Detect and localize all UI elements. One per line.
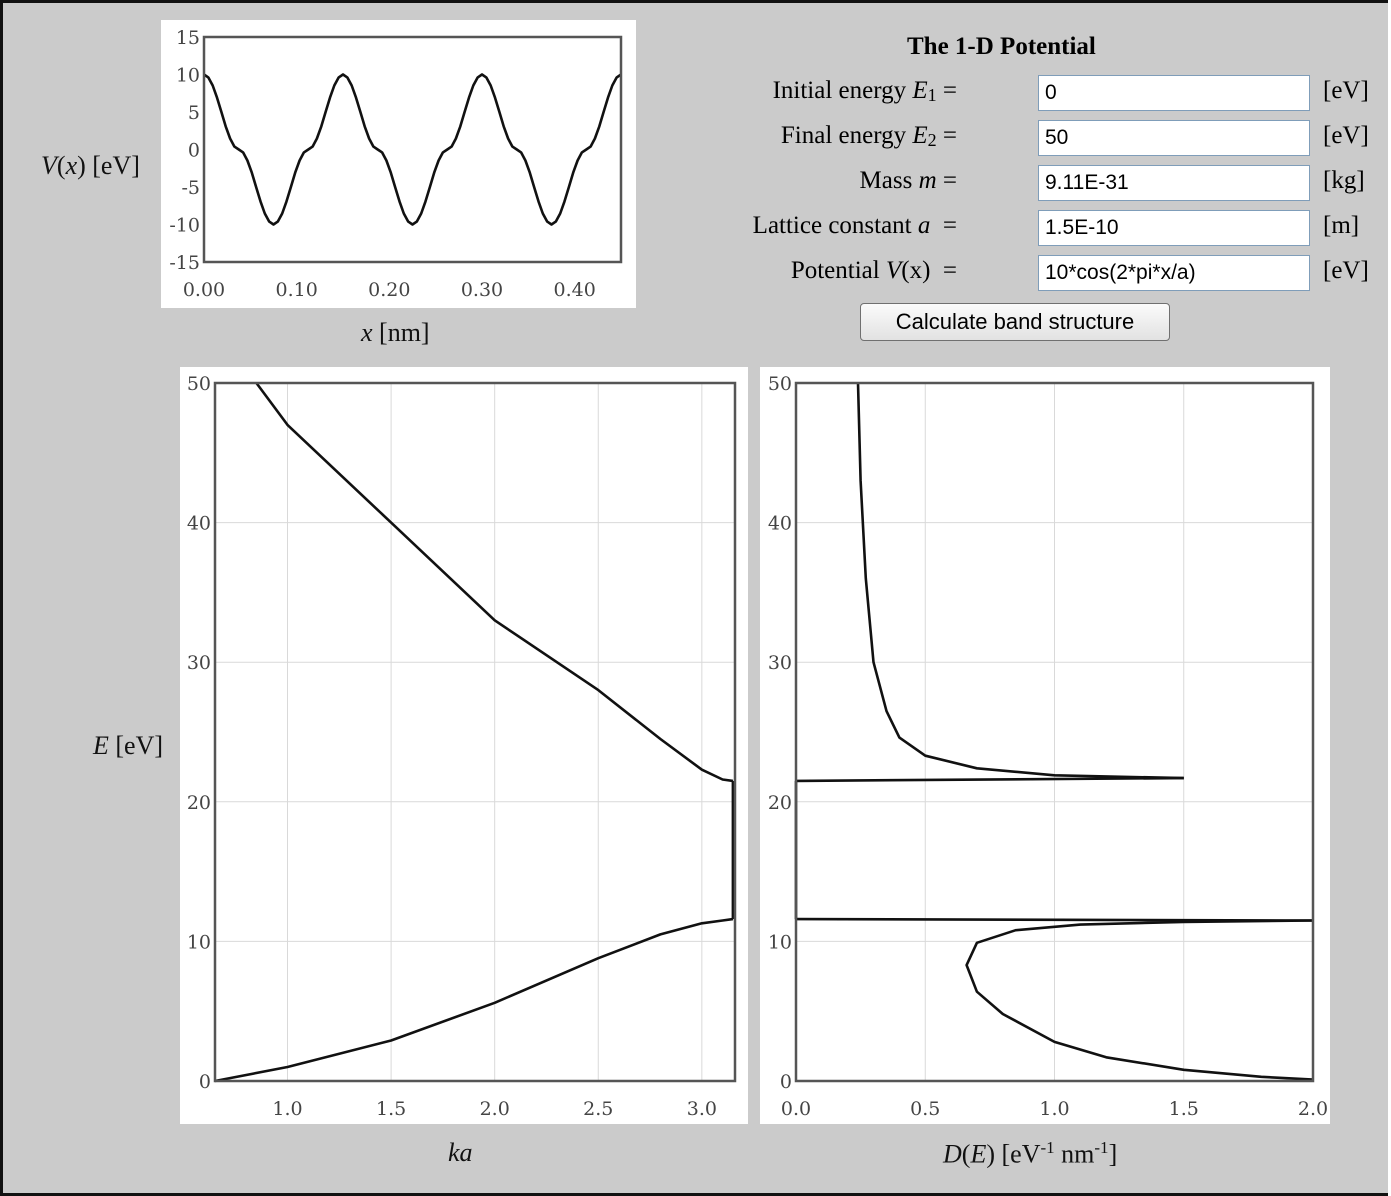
potential-plot-border: [202, 35, 623, 264]
field-input-0[interactable]: [1038, 75, 1310, 111]
field-unit-1: [eV]: [1323, 122, 1369, 149]
band-structure-ytick-5: 0: [199, 1071, 211, 1093]
density-of-states-plot-border: [794, 381, 1315, 1083]
band-x-axis-label: ka: [448, 1138, 473, 1167]
field-unit-4: [eV]: [1323, 257, 1369, 284]
band-structure-xtick-4: 3.0: [687, 1098, 717, 1120]
potential-chart-panel: 0.00 0.10 0.20 0.30 0.40 15 10 5 0 -5 -10 -15: [161, 20, 636, 308]
density-of-states-chart: 0.0 0.5 1.0 1.5 2.0 50 40 30 20 10 0: [768, 373, 1328, 1120]
band-structure-chart: 1.0 1.5 2.0 2.5 3.0 50 40 30 20 10 0: [187, 373, 737, 1120]
field-input-3[interactable]: [1038, 210, 1310, 246]
field-unit-0: [eV]: [1323, 77, 1369, 104]
field-label-2: Mass m =: [859, 167, 957, 194]
field-unit-3: [m]: [1323, 212, 1360, 239]
density-of-states-series-4: [856, 382, 1184, 780]
density-of-states-series-1: [795, 917, 1314, 922]
density-of-states-ytick-1: 40: [768, 513, 792, 535]
band-structure-ytick-4: 10: [187, 931, 211, 953]
potential-xtick-0: 0.00: [183, 279, 225, 301]
field-label-0: Initial energy E1 =: [772, 77, 957, 105]
potential-xtick-4: 0.40: [554, 279, 596, 301]
potential-y-axis-label: V(x) [eV]: [41, 151, 140, 180]
potential-xtick-2: 0.20: [368, 279, 410, 301]
band-structure-series-0: [214, 917, 734, 1083]
potential-ytick-4: -5: [181, 177, 200, 199]
density-of-states-series-0: [965, 919, 1314, 1081]
field-input-1[interactable]: [1038, 120, 1310, 156]
band-chart-panel: 1.0 1.5 2.0 2.5 3.0 50 40 30 20 10 0: [180, 367, 748, 1124]
field-label-4: Potential V(x) =: [790, 257, 957, 284]
band-structure-xtick-2: 2.0: [480, 1098, 510, 1120]
potential-chart: 0.00 0.10 0.20 0.30 0.40 15 10 5 0 -5 -10 -15: [169, 27, 623, 301]
form-title: The 1-D Potential: [907, 33, 1096, 60]
band-structure-xtick-3: 2.5: [583, 1098, 613, 1120]
band-structure-ytick-1: 40: [187, 513, 211, 535]
band-structure-xtick-1: 1.5: [376, 1098, 406, 1120]
density-of-states-xtick-4: 2.0: [1298, 1098, 1328, 1120]
band-structure-series-2: [255, 382, 734, 783]
dos-chart-panel: 0.0 0.5 1.0 1.5 2.0 50 40 30 20 10 0: [760, 367, 1330, 1124]
potential-ytick-2: 5: [188, 102, 200, 124]
density-of-states-xtick-3: 1.5: [1169, 1098, 1199, 1120]
density-of-states-xtick-2: 1.0: [1039, 1098, 1069, 1120]
density-of-states-ytick-0: 50: [768, 373, 792, 395]
potential-ytick-3: 0: [188, 140, 200, 162]
band-y-axis-label: E [eV]: [93, 731, 164, 760]
density-of-states-ytick-3: 20: [768, 792, 792, 814]
field-input-4[interactable]: [1038, 255, 1310, 291]
density-of-states-ytick-5: 0: [780, 1071, 792, 1093]
potential-xtick-1: 0.10: [276, 279, 318, 301]
field-label-1: Final energy E2 =: [780, 122, 957, 150]
dos-x-axis-label: D(E) [eV-1 nm-1]: [943, 1138, 1118, 1169]
potential-xtick-3: 0.30: [461, 279, 503, 301]
potential-ytick-1: 10: [176, 65, 200, 87]
band-structure-xtick-0: 1.0: [272, 1098, 302, 1120]
potential-x-axis-label: x [nm]: [361, 318, 430, 347]
potential-series-0: [203, 73, 622, 226]
field-label-3: Lattice constant a =: [752, 212, 957, 239]
band-structure-ytick-0: 50: [187, 373, 211, 395]
density-of-states-ytick-4: 10: [768, 931, 792, 953]
density-of-states-xtick-0: 0.0: [781, 1098, 811, 1120]
potential-ytick-5: -10: [169, 215, 200, 237]
potential-ytick-0: 15: [176, 27, 200, 49]
band-structure-ytick-2: 30: [187, 652, 211, 674]
calculate-band-structure-button[interactable]: Calculate band structure: [860, 303, 1170, 341]
field-unit-2: [kg]: [1323, 167, 1365, 194]
band-structure-ytick-3: 20: [187, 792, 211, 814]
band-structure-plot-border: [213, 381, 737, 1083]
density-of-states-series-3: [795, 776, 1184, 783]
field-input-2[interactable]: [1038, 165, 1310, 201]
density-of-states-ytick-2: 30: [768, 652, 792, 674]
density-of-states-xtick-1: 0.5: [910, 1098, 940, 1120]
potential-ytick-6: -15: [169, 252, 200, 274]
